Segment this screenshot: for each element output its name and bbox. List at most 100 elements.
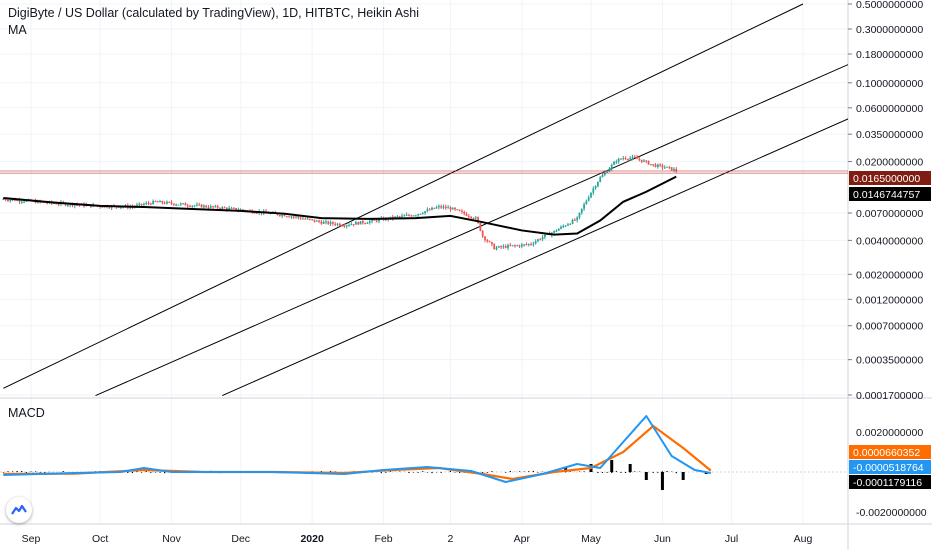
candle-body — [613, 161, 615, 165]
candle-body — [426, 209, 429, 212]
macd-indicator-label[interactable]: MACD — [8, 406, 45, 420]
candle-body — [622, 158, 625, 160]
candle-body — [608, 168, 611, 172]
candle-body — [299, 217, 302, 219]
price-tick-label: 0.0200000000 — [856, 157, 923, 169]
macd-value-bg — [849, 460, 931, 474]
candle-body — [290, 216, 293, 218]
candle-body — [147, 203, 150, 205]
macd-value-label: -0.0000518764 — [853, 462, 924, 474]
price-tick-label: 0.0020000000 — [856, 269, 923, 281]
candle-body — [594, 186, 597, 189]
candle-body — [486, 239, 489, 242]
candle-body — [223, 207, 226, 209]
ma-indicator-label[interactable]: MA — [8, 23, 27, 37]
candle-body — [152, 200, 155, 205]
candle-body — [378, 219, 380, 222]
time-axis[interactable]: Sep Oct Nov Dec 2020 Feb 2 Apr May Jun Jul Aug — [22, 533, 813, 545]
price-tick-label: 0.0012000000 — [856, 294, 923, 306]
candle-body — [590, 192, 592, 198]
candle-body — [650, 164, 652, 166]
candle-body — [620, 158, 622, 160]
candle-body — [4, 199, 7, 201]
candle-body — [560, 226, 562, 229]
macd-histogram-bar — [681, 472, 685, 480]
candle-body — [541, 237, 544, 240]
candle-body — [601, 174, 604, 178]
candle-body — [168, 201, 171, 203]
candle-body — [636, 157, 638, 159]
candle-body — [375, 220, 378, 222]
candle-body — [638, 158, 641, 160]
candle-body — [145, 203, 148, 205]
candle-body — [212, 206, 214, 208]
price-tick-label: 0.1000000000 — [856, 78, 923, 90]
candle-body — [504, 246, 507, 248]
ma-line — [3, 175, 677, 236]
candle-body — [454, 207, 456, 210]
candle-body — [465, 213, 468, 216]
candle-body — [225, 207, 228, 210]
candle-body — [497, 246, 500, 248]
candle-body — [442, 206, 445, 208]
ma-value-label: 0.0146744757 — [853, 189, 920, 201]
candle-body — [444, 206, 447, 209]
candle-body — [507, 245, 509, 248]
macd-histogram-bar — [628, 464, 632, 472]
candle-body — [571, 219, 574, 224]
candle-body — [175, 204, 178, 206]
candle-body — [414, 215, 417, 217]
candle-body — [214, 206, 217, 208]
candle-body — [490, 242, 493, 245]
candle-body — [373, 219, 376, 221]
candle-body — [645, 160, 648, 162]
price-axis[interactable]: 0.5000000000 0.3000000000 0.1800000000 0.10… — [848, 0, 931, 519]
candle-body — [647, 160, 650, 165]
candle-body — [500, 246, 503, 248]
candle-body — [315, 220, 318, 222]
chart-title: DigiByte / US Dollar (calculated by Trad… — [8, 6, 420, 20]
candle-body — [398, 216, 401, 218]
candle-body — [149, 203, 152, 205]
candle-body — [350, 224, 353, 226]
candle-body — [320, 221, 323, 224]
candle-body — [361, 221, 364, 224]
price-tick-label: 0.5000000000 — [856, 0, 923, 11]
candle-body — [417, 214, 420, 216]
candle-body — [73, 204, 76, 206]
current-price-label: 0.0165000000 — [853, 173, 920, 185]
candle-body — [159, 201, 161, 203]
candle-body — [170, 202, 173, 204]
candle-body — [516, 245, 519, 247]
candle-body — [295, 216, 297, 218]
candle-body — [656, 164, 659, 167]
candle-body — [449, 207, 452, 210]
candle-body — [186, 205, 189, 207]
candle-body — [447, 207, 450, 209]
candle-body — [304, 218, 307, 220]
macd-signal-line — [3, 424, 712, 481]
time-tick-label: Jul — [725, 533, 738, 545]
time-tick-label: Dec — [231, 533, 250, 545]
macd-panel — [0, 415, 848, 490]
time-tick-label: May — [581, 533, 602, 545]
candle-body — [585, 200, 588, 205]
price-tick-label: 0.0007000000 — [856, 321, 923, 333]
candle-body — [221, 207, 224, 209]
candle-body — [461, 211, 463, 213]
candle-body — [20, 201, 23, 203]
tradingview-logo-icon[interactable] — [6, 497, 32, 523]
candle-body — [242, 209, 244, 211]
candle-body — [179, 203, 182, 205]
price-tick-label: 0.0070000000 — [856, 208, 923, 220]
candle-body — [166, 201, 168, 204]
candle-body — [200, 204, 203, 208]
macd-value-bg — [849, 475, 931, 489]
price-tick-label: 0.0600000000 — [856, 103, 923, 115]
candle-body — [576, 217, 579, 221]
price-lines — [0, 170, 848, 174]
macd-tick-label: 0.0020000000 — [856, 427, 923, 439]
candle-body — [285, 216, 288, 218]
